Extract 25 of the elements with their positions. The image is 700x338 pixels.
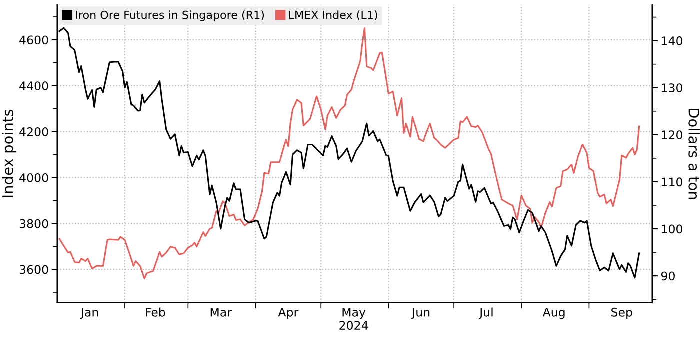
x-tick-label: Sep (612, 308, 632, 320)
x-tick-label: May 2024 (340, 308, 368, 330)
y2-axis-title: Dollars a ton (688, 108, 700, 200)
y2-tick-label: 90 (661, 272, 675, 281)
x-tick-label: Jun (412, 308, 430, 320)
x-tick-label: Jul (479, 308, 493, 320)
x-tick-label: Apr (278, 308, 299, 320)
y-tick-label: 3800 (20, 219, 48, 228)
legend-label: LMEX Index (L1) (289, 10, 378, 21)
x-tick-label: Aug (542, 308, 565, 320)
y-axis-title: Index points (2, 110, 16, 198)
x-tick-label: Mar (210, 308, 232, 317)
y-tick-label: 4000 (20, 173, 48, 182)
legend-label: Iron Ore Futures in Singapore (R1) (76, 10, 264, 22)
y2-tick-label: 120 (662, 130, 682, 140)
y-tick-label: 3600 (20, 265, 48, 274)
y-tick-label: 4400 (20, 82, 48, 91)
y-tick-label: 4200 (20, 128, 48, 136)
y-tick-label: 4600 (20, 36, 48, 45)
y2-tick-label: 100 (662, 224, 682, 234)
x-tick-label: Jan (80, 308, 98, 320)
x-tick-label: Feb (146, 308, 166, 317)
y2-tick-label: 110 (662, 178, 682, 187)
y2-tick-label: 130 (662, 84, 682, 93)
y2-tick-label: 140 (662, 36, 682, 46)
